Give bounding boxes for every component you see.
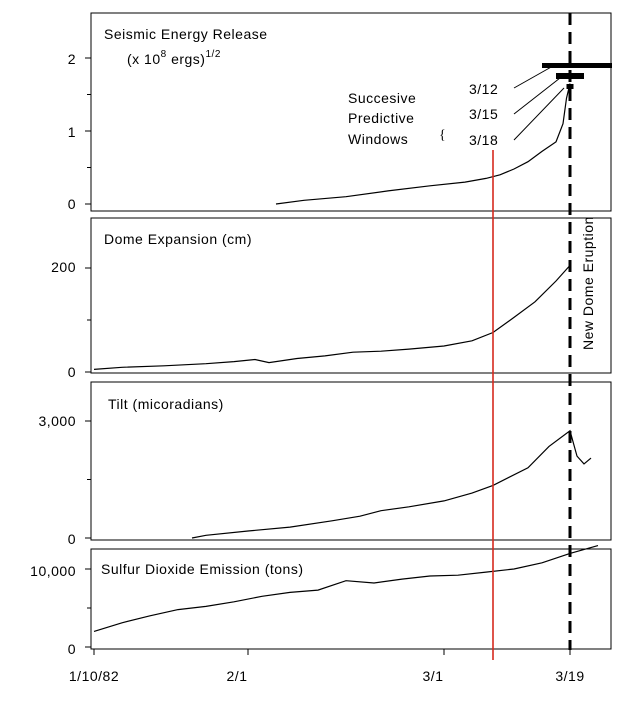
y-tick-label-seismic-0: 0 [68, 196, 76, 212]
window-bar-2 [556, 73, 584, 79]
series-line-so2 [93, 545, 599, 632]
y-tick-label-tilt-1: 3,000 [38, 413, 76, 429]
y-tick-label-dome-1: 200 [51, 259, 76, 275]
panel-title-so2: Sulfur Dioxide Emission (tons) [101, 561, 304, 577]
panel-title-dome: Dome Expansion (cm) [104, 231, 252, 247]
windows-heading-line-2: Predictive [348, 110, 414, 126]
panel-frame-dome [90, 217, 612, 374]
panel-frame-seismic [90, 12, 612, 212]
y-tick-label-seismic-2: 2 [68, 51, 76, 67]
window-label-1: 3/12 [469, 81, 498, 97]
series-line-dome [93, 264, 571, 370]
window-bar-1 [542, 63, 612, 68]
subtitle-superscript: 1/2 [205, 49, 220, 60]
panel-title-tilt: Tilt (micoradians) [108, 396, 224, 412]
chart-marks [85, 13, 612, 660]
windows-brace: { [439, 128, 446, 143]
y-tick-label-so2-0: 0 [68, 641, 76, 657]
window-leader-2 [513, 77, 561, 115]
x-tick-label-1: 1/10/82 [69, 668, 119, 684]
y-tick-label-so2-1: 10,000 [30, 563, 76, 579]
y-tick-label-dome-0: 0 [68, 364, 76, 380]
subtitle-mid: ergs) [167, 51, 206, 67]
x-tick-label-3: 3/1 [423, 668, 444, 684]
subtitle-exponent: 8 [161, 49, 167, 60]
subtitle-prefix: (x 10 [127, 51, 161, 67]
window-bar-3 [566, 84, 574, 89]
series-line-tilt [191, 429, 592, 539]
panel-frame-so2 [90, 548, 612, 650]
windows-heading-line-3: Windows [348, 131, 408, 147]
y-tick-label-seismic-1: 1 [68, 124, 76, 140]
x-tick-label-4: 3/19 [555, 668, 584, 684]
window-label-3: 3/18 [469, 132, 498, 148]
series-line-seismic [275, 83, 571, 205]
window-leader-1 [513, 65, 554, 89]
panel-title-seismic: Seismic Energy Release [104, 26, 268, 42]
window-leader-3 [513, 87, 565, 141]
panel-frame-tilt [90, 381, 612, 541]
windows-heading-line-1: Succesive [348, 90, 416, 106]
panel-subtitle-seismic: (x 108 ergs)1/2 [127, 49, 221, 67]
window-label-2: 3/15 [469, 106, 498, 122]
x-tick-label-2: 2/1 [227, 668, 248, 684]
event-label: New Dome Eruption [580, 216, 596, 350]
y-tick-label-tilt-0: 0 [68, 531, 76, 547]
